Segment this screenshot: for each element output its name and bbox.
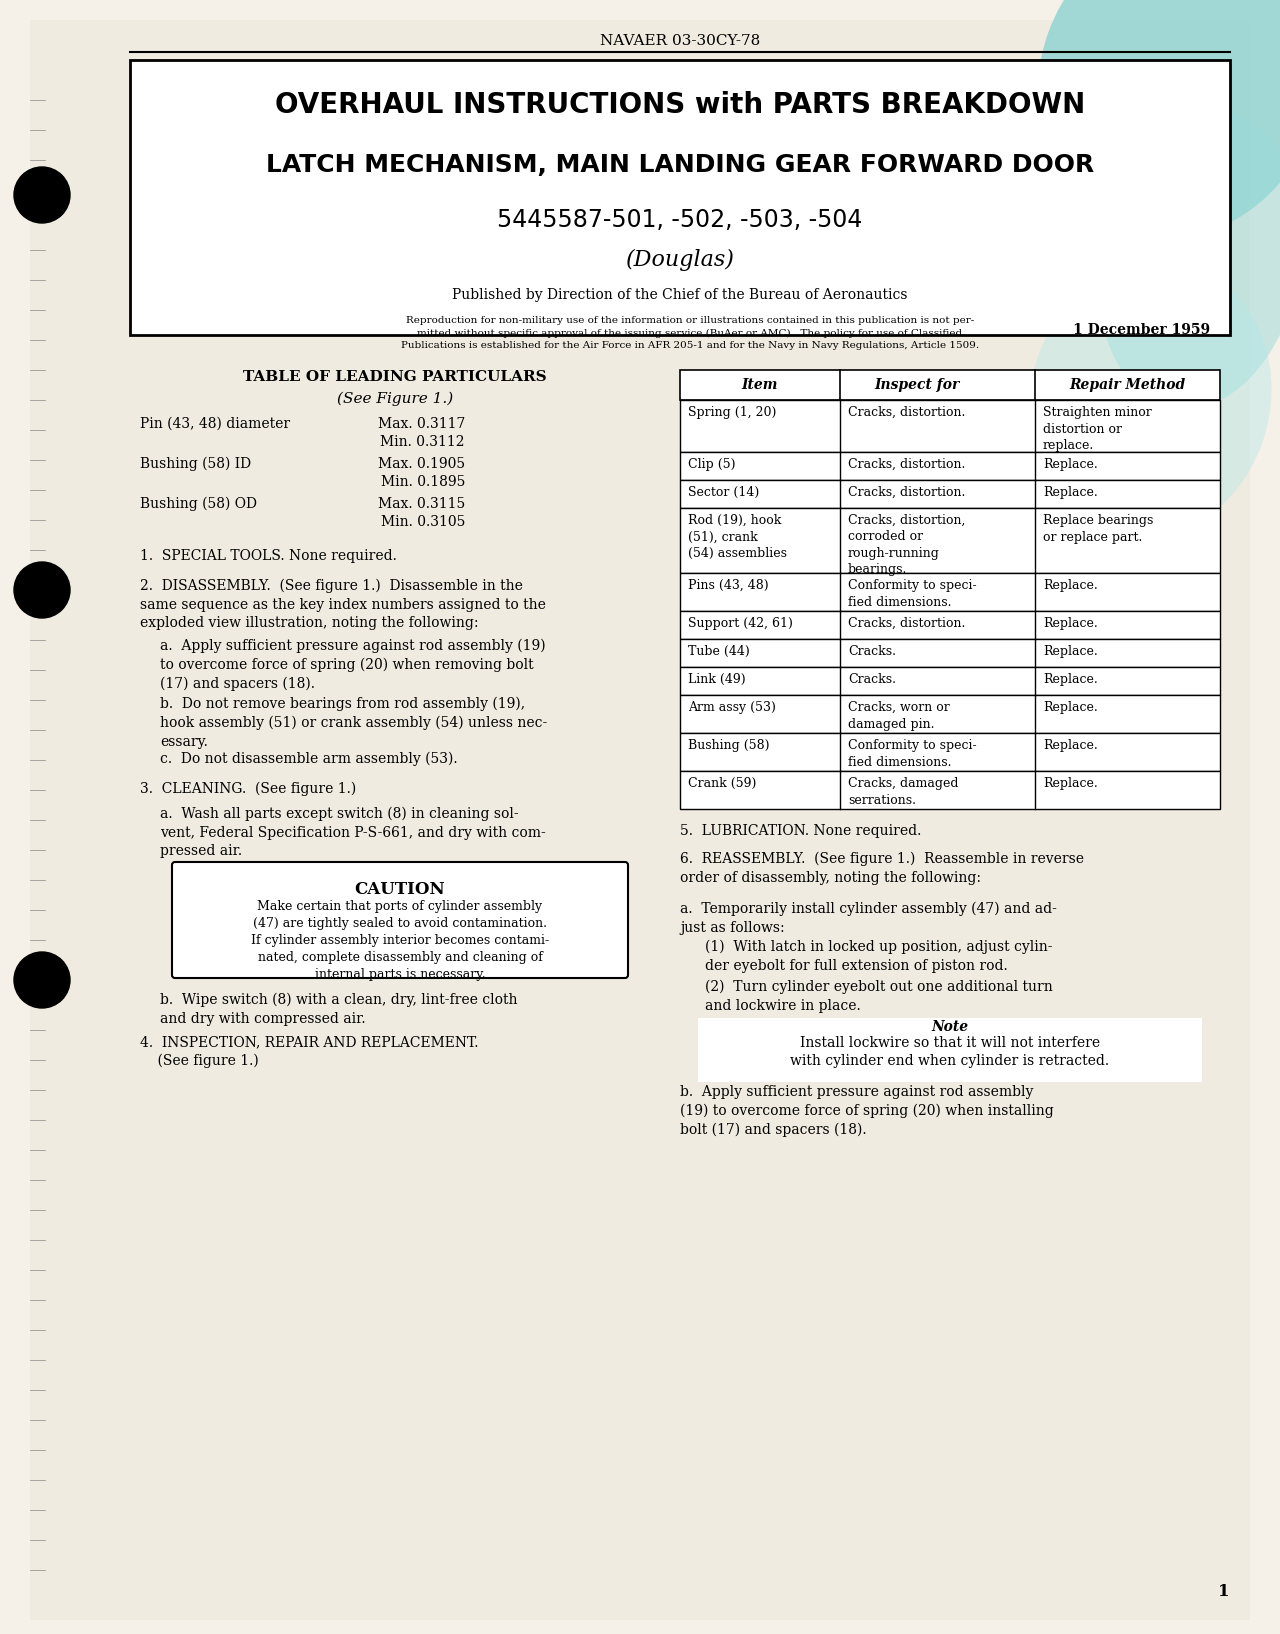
Text: Cracks, worn or
damaged pin.: Cracks, worn or damaged pin. xyxy=(849,701,950,730)
Text: a.  Temporarily install cylinder assembly (47) and ad-
just as follows:: a. Temporarily install cylinder assembly… xyxy=(680,902,1057,935)
Text: 5445587-501, -502, -503, -504: 5445587-501, -502, -503, -504 xyxy=(498,208,863,232)
Text: Cracks, distortion.: Cracks, distortion. xyxy=(849,485,965,498)
Bar xyxy=(680,480,1220,508)
Text: Replace.: Replace. xyxy=(1043,778,1098,789)
Text: Rod (19), hook
(51), crank
(54) assemblies: Rod (19), hook (51), crank (54) assembli… xyxy=(689,515,787,560)
Text: Install lockwire so that it will not interfere
with cylinder end when cylinder i: Install lockwire so that it will not int… xyxy=(791,1036,1110,1069)
Text: Support (42, 61): Support (42, 61) xyxy=(689,618,792,631)
Bar xyxy=(680,611,1220,639)
Text: 1.  SPECIAL TOOLS. None required.: 1. SPECIAL TOOLS. None required. xyxy=(140,549,397,564)
Text: Bushing (58): Bushing (58) xyxy=(689,739,769,752)
Text: Max. 0.3117: Max. 0.3117 xyxy=(378,417,465,431)
Text: b.  Do not remove bearings from rod assembly (19),
hook assembly (51) or crank a: b. Do not remove bearings from rod assem… xyxy=(160,698,548,748)
Text: Bushing (58) ID: Bushing (58) ID xyxy=(140,458,251,471)
Text: Replace.: Replace. xyxy=(1043,645,1098,659)
FancyBboxPatch shape xyxy=(698,1018,1202,1082)
Text: 1: 1 xyxy=(1219,1583,1230,1600)
Text: Crank (59): Crank (59) xyxy=(689,778,756,789)
Text: b.  Wipe switch (8) with a clean, dry, lint-free cloth
and dry with compressed a: b. Wipe switch (8) with a clean, dry, li… xyxy=(160,993,517,1026)
Text: (See Figure 1.): (See Figure 1.) xyxy=(337,392,453,407)
Bar xyxy=(131,60,1230,335)
Ellipse shape xyxy=(1098,111,1280,408)
Text: LATCH MECHANISM, MAIN LANDING GEAR FORWARD DOOR: LATCH MECHANISM, MAIN LANDING GEAR FORWA… xyxy=(266,154,1094,176)
Text: Replace.: Replace. xyxy=(1043,458,1098,471)
Text: Cracks.: Cracks. xyxy=(849,645,896,659)
Text: Cracks.: Cracks. xyxy=(849,673,896,686)
Bar xyxy=(680,508,1220,574)
Text: Replace.: Replace. xyxy=(1043,673,1098,686)
Text: Note: Note xyxy=(932,1020,969,1034)
Text: Published by Direction of the Chief of the Bureau of Aeronautics: Published by Direction of the Chief of t… xyxy=(452,288,908,302)
Text: Replace.: Replace. xyxy=(1043,739,1098,752)
Circle shape xyxy=(14,562,70,618)
Text: Min. 0.1895: Min. 0.1895 xyxy=(380,475,465,489)
Text: Sector (14): Sector (14) xyxy=(689,485,759,498)
Text: Tube (44): Tube (44) xyxy=(689,645,750,659)
Text: TABLE OF LEADING PARTICULARS: TABLE OF LEADING PARTICULARS xyxy=(243,369,547,384)
Text: Spring (1, 20): Spring (1, 20) xyxy=(689,405,777,418)
Text: Repair Method: Repair Method xyxy=(1069,377,1185,392)
Text: Conformity to speci-
fied dimensions.: Conformity to speci- fied dimensions. xyxy=(849,739,977,768)
Text: Min. 0.3112: Min. 0.3112 xyxy=(380,435,465,449)
Text: Cracks, distortion.: Cracks, distortion. xyxy=(849,618,965,631)
Text: Pin (43, 48) diameter: Pin (43, 48) diameter xyxy=(140,417,291,431)
Text: Replace.: Replace. xyxy=(1043,485,1098,498)
Text: OVERHAUL INSTRUCTIONS with PARTS BREAKDOWN: OVERHAUL INSTRUCTIONS with PARTS BREAKDO… xyxy=(275,92,1085,119)
Text: Replace.: Replace. xyxy=(1043,618,1098,631)
Text: (2)  Turn cylinder eyebolt out one additional turn
and lockwire in place.: (2) Turn cylinder eyebolt out one additi… xyxy=(705,980,1052,1013)
Text: Inspect for: Inspect for xyxy=(874,377,960,392)
Text: Reproduction for non-military use of the information or illustrations contained : Reproduction for non-military use of the… xyxy=(401,315,979,350)
Text: CAUTION: CAUTION xyxy=(355,881,445,899)
Text: b.  Apply sufficient pressure against rod assembly
(19) to overcome force of spr: b. Apply sufficient pressure against rod… xyxy=(680,1085,1053,1137)
Ellipse shape xyxy=(1029,261,1271,539)
Text: Pins (43, 48): Pins (43, 48) xyxy=(689,578,768,592)
Text: Max. 0.3115: Max. 0.3115 xyxy=(378,497,465,511)
Text: Make certain that ports of cylinder assembly
(47) are tightly sealed to avoid co: Make certain that ports of cylinder asse… xyxy=(251,900,549,980)
Bar xyxy=(680,400,1220,453)
Text: Cracks, damaged
serrations.: Cracks, damaged serrations. xyxy=(849,778,959,807)
Text: Link (49): Link (49) xyxy=(689,673,746,686)
Bar xyxy=(680,639,1220,667)
Bar xyxy=(680,771,1220,809)
Text: Replace.: Replace. xyxy=(1043,578,1098,592)
Text: (1)  With latch in locked up position, adjust cylin-
der eyebolt for full extens: (1) With latch in locked up position, ad… xyxy=(705,940,1052,972)
Text: 5.  LUBRICATION. None required.: 5. LUBRICATION. None required. xyxy=(680,824,922,838)
Text: Max. 0.1905: Max. 0.1905 xyxy=(378,458,465,471)
Text: Replace bearings
or replace part.: Replace bearings or replace part. xyxy=(1043,515,1153,544)
Circle shape xyxy=(14,953,70,1008)
Text: Conformity to speci-
fied dimensions.: Conformity to speci- fied dimensions. xyxy=(849,578,977,608)
Bar xyxy=(680,734,1220,771)
Text: Min. 0.3105: Min. 0.3105 xyxy=(380,515,465,529)
Text: 1 December 1959: 1 December 1959 xyxy=(1073,324,1210,337)
Text: a.  Wash all parts except switch (8) in cleaning sol-
vent, Federal Specificatio: a. Wash all parts except switch (8) in c… xyxy=(160,807,545,858)
Text: Cracks, distortion,
corroded or
rough-running
bearings.: Cracks, distortion, corroded or rough-ru… xyxy=(849,515,965,577)
Text: 6.  REASSEMBLY.  (See figure 1.)  Reassemble in reverse
order of disassembly, no: 6. REASSEMBLY. (See figure 1.) Reassembl… xyxy=(680,851,1084,884)
Text: Replace.: Replace. xyxy=(1043,701,1098,714)
Bar xyxy=(680,667,1220,694)
Ellipse shape xyxy=(1038,0,1280,239)
Text: 3.  CLEANING.  (See figure 1.): 3. CLEANING. (See figure 1.) xyxy=(140,783,356,796)
Bar xyxy=(680,694,1220,734)
Circle shape xyxy=(14,167,70,222)
Bar xyxy=(680,369,1220,400)
Bar xyxy=(680,574,1220,611)
Text: Cracks, distortion.: Cracks, distortion. xyxy=(849,405,965,418)
Text: c.  Do not disassemble arm assembly (53).: c. Do not disassemble arm assembly (53). xyxy=(160,752,458,766)
Text: 4.  INSPECTION, REPAIR AND REPLACEMENT.
    (See figure 1.): 4. INSPECTION, REPAIR AND REPLACEMENT. (… xyxy=(140,1034,479,1069)
Text: (Douglas): (Douglas) xyxy=(626,248,735,271)
FancyBboxPatch shape xyxy=(172,863,628,979)
Text: Item: Item xyxy=(742,377,778,392)
Text: Clip (5): Clip (5) xyxy=(689,458,736,471)
Text: 2.  DISASSEMBLY.  (See figure 1.)  Disassemble in the
same sequence as the key i: 2. DISASSEMBLY. (See figure 1.) Disassem… xyxy=(140,578,545,631)
Text: NAVAER 03-30CY-78: NAVAER 03-30CY-78 xyxy=(600,34,760,47)
Text: Arm assy (53): Arm assy (53) xyxy=(689,701,776,714)
Bar xyxy=(680,453,1220,480)
Text: Straighten minor
distortion or
replace.: Straighten minor distortion or replace. xyxy=(1043,405,1152,453)
Text: Bushing (58) OD: Bushing (58) OD xyxy=(140,497,257,511)
Text: Cracks, distortion.: Cracks, distortion. xyxy=(849,458,965,471)
Text: a.  Apply sufficient pressure against rod assembly (19)
to overcome force of spr: a. Apply sufficient pressure against rod… xyxy=(160,639,545,691)
